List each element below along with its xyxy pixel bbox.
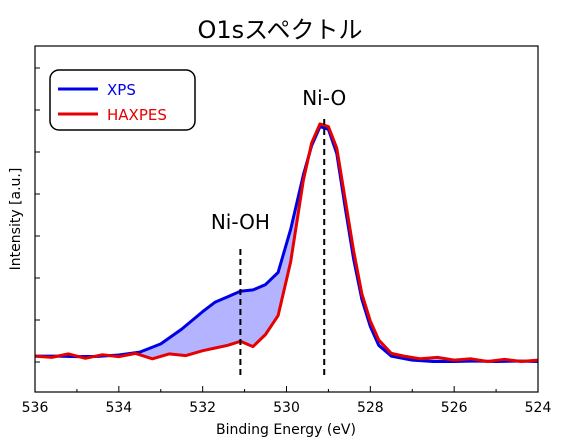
y-axis-label: Intensity [a.u.] bbox=[8, 168, 24, 271]
x-tick-label: 534 bbox=[105, 400, 132, 416]
x-axis-label: Binding Energy (eV) bbox=[216, 422, 356, 438]
x-tick-label: 530 bbox=[273, 400, 300, 416]
annotation-label: Ni-OH bbox=[211, 210, 270, 234]
chart-title: O1sスペクトル bbox=[198, 16, 363, 44]
legend-label-xps: XPS bbox=[107, 81, 136, 99]
x-tick-label: 532 bbox=[189, 400, 216, 416]
legend-label-haxpes: HAXPES bbox=[107, 106, 167, 124]
x-tick-label: 526 bbox=[441, 400, 468, 416]
series-layer bbox=[34, 122, 539, 363]
annotation-label: Ni-O bbox=[302, 86, 346, 110]
x-ticks: 536 534 532 530 528 526 524 bbox=[22, 67, 552, 416]
x-tick-label: 536 bbox=[22, 400, 49, 416]
annotations: Ni-O Ni-OH bbox=[211, 86, 346, 375]
x-tick-label: 528 bbox=[357, 400, 384, 416]
series-line-haxpes bbox=[34, 122, 539, 363]
x-tick-label: 524 bbox=[525, 400, 552, 416]
legend: XPS HAXPES bbox=[49, 69, 196, 131]
series-line-xps bbox=[35, 125, 539, 363]
